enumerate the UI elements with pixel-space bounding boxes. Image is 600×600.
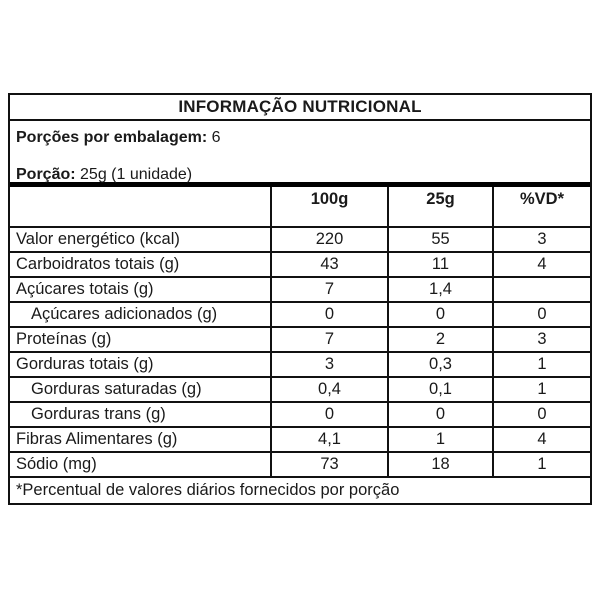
nutrition-table: INFORMAÇÃO NUTRICIONAL Porções por embal… bbox=[8, 93, 592, 505]
column-header-row: 100g 25g %VD* bbox=[10, 187, 590, 228]
value-per-25g: 18 bbox=[389, 453, 494, 478]
value-per-25g: 0 bbox=[389, 303, 494, 328]
value-per-100g: 4,1 bbox=[272, 428, 389, 453]
servings-per-package-label: Porções por embalagem: bbox=[16, 129, 208, 146]
nutrient-name: Gorduras saturadas (g) bbox=[10, 378, 272, 403]
nutrient-row: Gorduras trans (g) 0 0 0 bbox=[10, 403, 590, 428]
nutrient-row: Carboidratos totais (g) 43 11 4 bbox=[10, 253, 590, 278]
portion-label: Porção: bbox=[16, 166, 76, 183]
value-per-25g: 0 bbox=[389, 403, 494, 428]
value-per-25g: 1,4 bbox=[389, 278, 494, 303]
value-per-25g: 11 bbox=[389, 253, 494, 278]
portion-line: Porção: 25g (1 unidade) bbox=[16, 165, 584, 185]
value-percent-vd: 3 bbox=[494, 228, 590, 253]
value-percent-vd: 1 bbox=[494, 378, 590, 403]
value-per-25g: 0,3 bbox=[389, 353, 494, 378]
column-header-100g: 100g bbox=[272, 187, 389, 228]
nutrient-name: Valor energético (kcal) bbox=[10, 228, 272, 253]
nutrient-name: Sódio (mg) bbox=[10, 453, 272, 478]
nutrient-rows: Valor energético (kcal) 220 55 3 Carboid… bbox=[10, 228, 590, 478]
value-percent-vd bbox=[494, 278, 590, 303]
nutrient-name: Gorduras totais (g) bbox=[10, 353, 272, 378]
value-percent-vd: 0 bbox=[494, 403, 590, 428]
nutrient-row: Proteínas (g) 7 2 3 bbox=[10, 328, 590, 353]
value-percent-vd: 4 bbox=[494, 428, 590, 453]
nutrient-row: Gorduras totais (g) 3 0,3 1 bbox=[10, 353, 590, 378]
nutrient-name: Fibras Alimentares (g) bbox=[10, 428, 272, 453]
nutrient-row: Valor energético (kcal) 220 55 3 bbox=[10, 228, 590, 253]
nutrient-name: Açúcares adicionados (g) bbox=[10, 303, 272, 328]
table-title: INFORMAÇÃO NUTRICIONAL bbox=[10, 95, 590, 121]
value-per-100g: 220 bbox=[272, 228, 389, 253]
value-per-100g: 0,4 bbox=[272, 378, 389, 403]
value-percent-vd: 1 bbox=[494, 353, 590, 378]
nutrient-name: Gorduras trans (g) bbox=[10, 403, 272, 428]
value-per-25g: 0,1 bbox=[389, 378, 494, 403]
nutrient-row: Fibras Alimentares (g) 4,1 1 4 bbox=[10, 428, 590, 453]
value-per-25g: 1 bbox=[389, 428, 494, 453]
nutrient-name: Carboidratos totais (g) bbox=[10, 253, 272, 278]
column-header-25g: 25g bbox=[389, 187, 494, 228]
value-percent-vd: 3 bbox=[494, 328, 590, 353]
nutrient-name: Proteínas (g) bbox=[10, 328, 272, 353]
column-header-vd: %VD* bbox=[494, 187, 590, 228]
portion-value: 25g (1 unidade) bbox=[80, 166, 193, 183]
value-per-100g: 7 bbox=[272, 328, 389, 353]
value-per-100g: 7 bbox=[272, 278, 389, 303]
servings-per-package-line: Porções por embalagem: 6 bbox=[16, 128, 584, 148]
nutrient-row: Sódio (mg) 73 18 1 bbox=[10, 453, 590, 478]
value-percent-vd: 0 bbox=[494, 303, 590, 328]
nutrient-row: Açúcares adicionados (g) 0 0 0 bbox=[10, 303, 590, 328]
value-per-100g: 3 bbox=[272, 353, 389, 378]
value-percent-vd: 1 bbox=[494, 453, 590, 478]
servings-per-package-value: 6 bbox=[211, 129, 221, 146]
nutrient-row: Açúcares totais (g) 7 1,4 bbox=[10, 278, 590, 303]
value-per-25g: 2 bbox=[389, 328, 494, 353]
serving-info: Porções por embalagem: 6 Porção: 25g (1 … bbox=[10, 121, 590, 187]
value-per-100g: 0 bbox=[272, 403, 389, 428]
value-per-100g: 43 bbox=[272, 253, 389, 278]
value-per-25g: 55 bbox=[389, 228, 494, 253]
nutrient-row: Gorduras saturadas (g) 0,4 0,1 1 bbox=[10, 378, 590, 403]
nutrient-name: Açúcares totais (g) bbox=[10, 278, 272, 303]
footnote: *Percentual de valores diários fornecido… bbox=[16, 481, 400, 499]
value-percent-vd: 4 bbox=[494, 253, 590, 278]
value-per-100g: 0 bbox=[272, 303, 389, 328]
empty-header-cell bbox=[10, 187, 272, 228]
value-per-100g: 73 bbox=[272, 453, 389, 478]
